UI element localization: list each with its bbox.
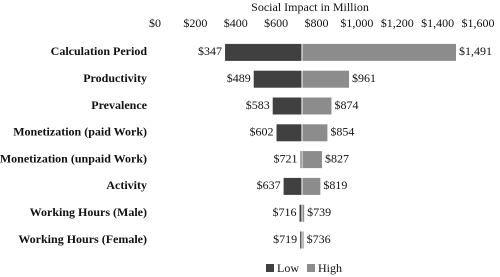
x-tick-label: $0 (149, 16, 161, 30)
value-label: $739 (307, 205, 331, 219)
x-tick-label: $1,600 (462, 16, 495, 30)
value-label: $819 (323, 178, 347, 192)
value-label: $347 (198, 44, 222, 58)
legend-label: High (318, 261, 342, 275)
value-label: $716 (273, 205, 297, 219)
value-label: $874 (334, 98, 358, 112)
category-label: Working Hours (Male) (30, 205, 147, 219)
x-tick-label: $600 (264, 16, 288, 30)
x-tick-label: $1,000 (340, 16, 373, 30)
x-tick-label: $1,200 (381, 16, 414, 30)
bar (301, 70, 350, 88)
legend-label: Low (277, 261, 299, 275)
value-label: $719 (273, 232, 297, 246)
category-label: Calculation Period (51, 44, 148, 58)
category-label: Prevalence (91, 98, 147, 112)
bar (299, 204, 302, 222)
value-label: $854 (330, 125, 354, 139)
category-label: Monetization (paid Work) (13, 125, 147, 139)
x-tick-label: $400 (224, 16, 248, 30)
category-label: Working Hours (Female) (18, 232, 147, 246)
bar (301, 97, 332, 115)
bar (300, 231, 302, 249)
x-tick-label: $200 (183, 16, 207, 30)
value-label: $721 (274, 151, 298, 165)
value-label: $961 (352, 71, 376, 85)
bar (272, 97, 302, 115)
value-label: $1,491 (459, 44, 492, 58)
value-label: $827 (325, 151, 349, 165)
value-label: $583 (246, 98, 270, 112)
category-label: Productivity (83, 71, 147, 85)
legend-swatch (307, 264, 315, 272)
value-label: $637 (257, 178, 281, 192)
bar (225, 43, 302, 61)
category-label: Activity (106, 178, 147, 192)
value-label: $489 (227, 71, 251, 85)
bar (301, 124, 328, 142)
bar (301, 231, 304, 249)
bar (276, 124, 302, 142)
bar (301, 177, 321, 195)
bar (301, 204, 305, 222)
x-tick-label: $1,400 (421, 16, 454, 30)
bar (283, 177, 302, 195)
category-label: Monetization (unpaid Work) (0, 151, 147, 165)
bar (300, 151, 302, 169)
bar (301, 43, 456, 61)
bar (253, 70, 302, 88)
value-label: $736 (307, 232, 331, 246)
x-tick-label: $800 (305, 16, 329, 30)
axis-title: Social Impact in Million (251, 0, 369, 14)
value-label: $602 (250, 125, 274, 139)
legend-swatch (266, 264, 274, 272)
bar (301, 151, 322, 169)
